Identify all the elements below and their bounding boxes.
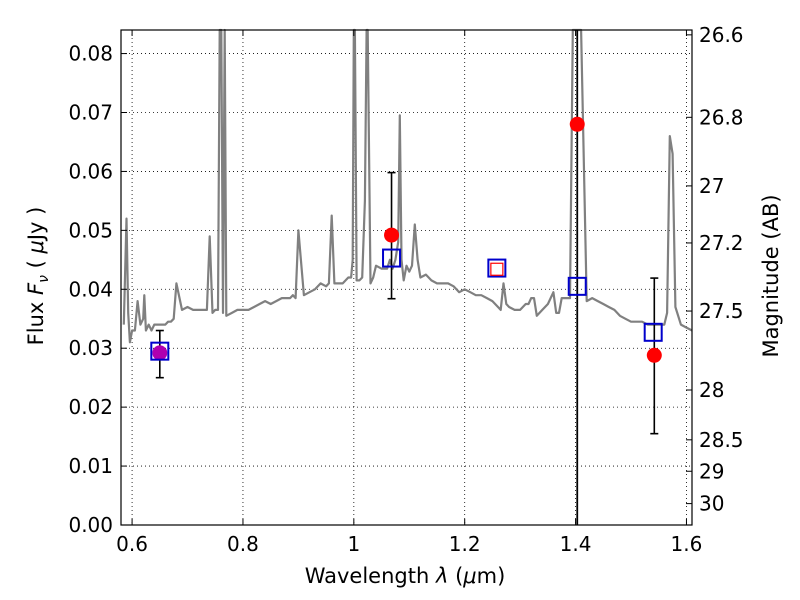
spectrum-polyline (122, 28, 693, 344)
y-tick-label: 0.03 (68, 336, 113, 360)
grid-lines (121, 30, 692, 526)
right-tick-label: 28 (699, 378, 724, 402)
y-tick-label: 0.00 (68, 513, 113, 537)
y-tick-label: 0.08 (68, 42, 113, 66)
plot-frame (120, 29, 693, 526)
right-tick-label: 27 (699, 174, 724, 198)
small-square-marker (490, 262, 504, 276)
data-markers (150, 116, 663, 363)
square-marker (487, 258, 507, 278)
y-tick-label: 0.02 (68, 395, 113, 419)
x-tick-label: 1.6 (671, 532, 703, 556)
square-marker (382, 248, 402, 268)
right-tick-label: 27.2 (699, 231, 744, 255)
x-tick-label: 1.2 (449, 532, 481, 556)
right-tick-label: 26.6 (699, 23, 744, 47)
square-marker (567, 276, 587, 296)
right-tick-label: 29 (699, 459, 724, 483)
x-tick-label: 0.6 (116, 532, 148, 556)
square-marker (150, 341, 170, 361)
x-axis-label: Wavelength λ (μm) (305, 564, 506, 588)
y-tick-label: 0.01 (68, 454, 113, 478)
x-tick-label: 1.4 (560, 532, 592, 556)
x-tick-label: 1 (347, 532, 360, 556)
circle-marker (646, 347, 662, 363)
circle-marker (152, 345, 168, 361)
right-tick-label: 27.5 (699, 299, 744, 323)
y-tick-label: 0.05 (68, 218, 113, 242)
y-tick-label: 0.07 (68, 101, 113, 125)
error-bars (155, 171, 659, 435)
y-tick-label: 0.06 (68, 159, 113, 183)
square-marker (643, 322, 663, 342)
circle-marker (569, 116, 585, 132)
right-axis-label: Magnitude (AB) (759, 194, 783, 357)
right-tick-label: 26.8 (699, 105, 744, 129)
y-axis-label: Flux Fν ( μJy ) (24, 207, 52, 346)
x-tick-label: 0.8 (227, 532, 259, 556)
right-tick-label: 28.5 (699, 428, 744, 452)
y-tick-label: 0.04 (68, 277, 113, 301)
axis-ticks: 0.6 0.8 1 1.2 1.4 1.6 0.00 0.01 0.02 0.03 0.04 0.05… (68, 23, 743, 556)
spectrum-line (122, 28, 693, 344)
circle-marker (384, 227, 400, 243)
right-tick-label: 30 (699, 492, 724, 516)
